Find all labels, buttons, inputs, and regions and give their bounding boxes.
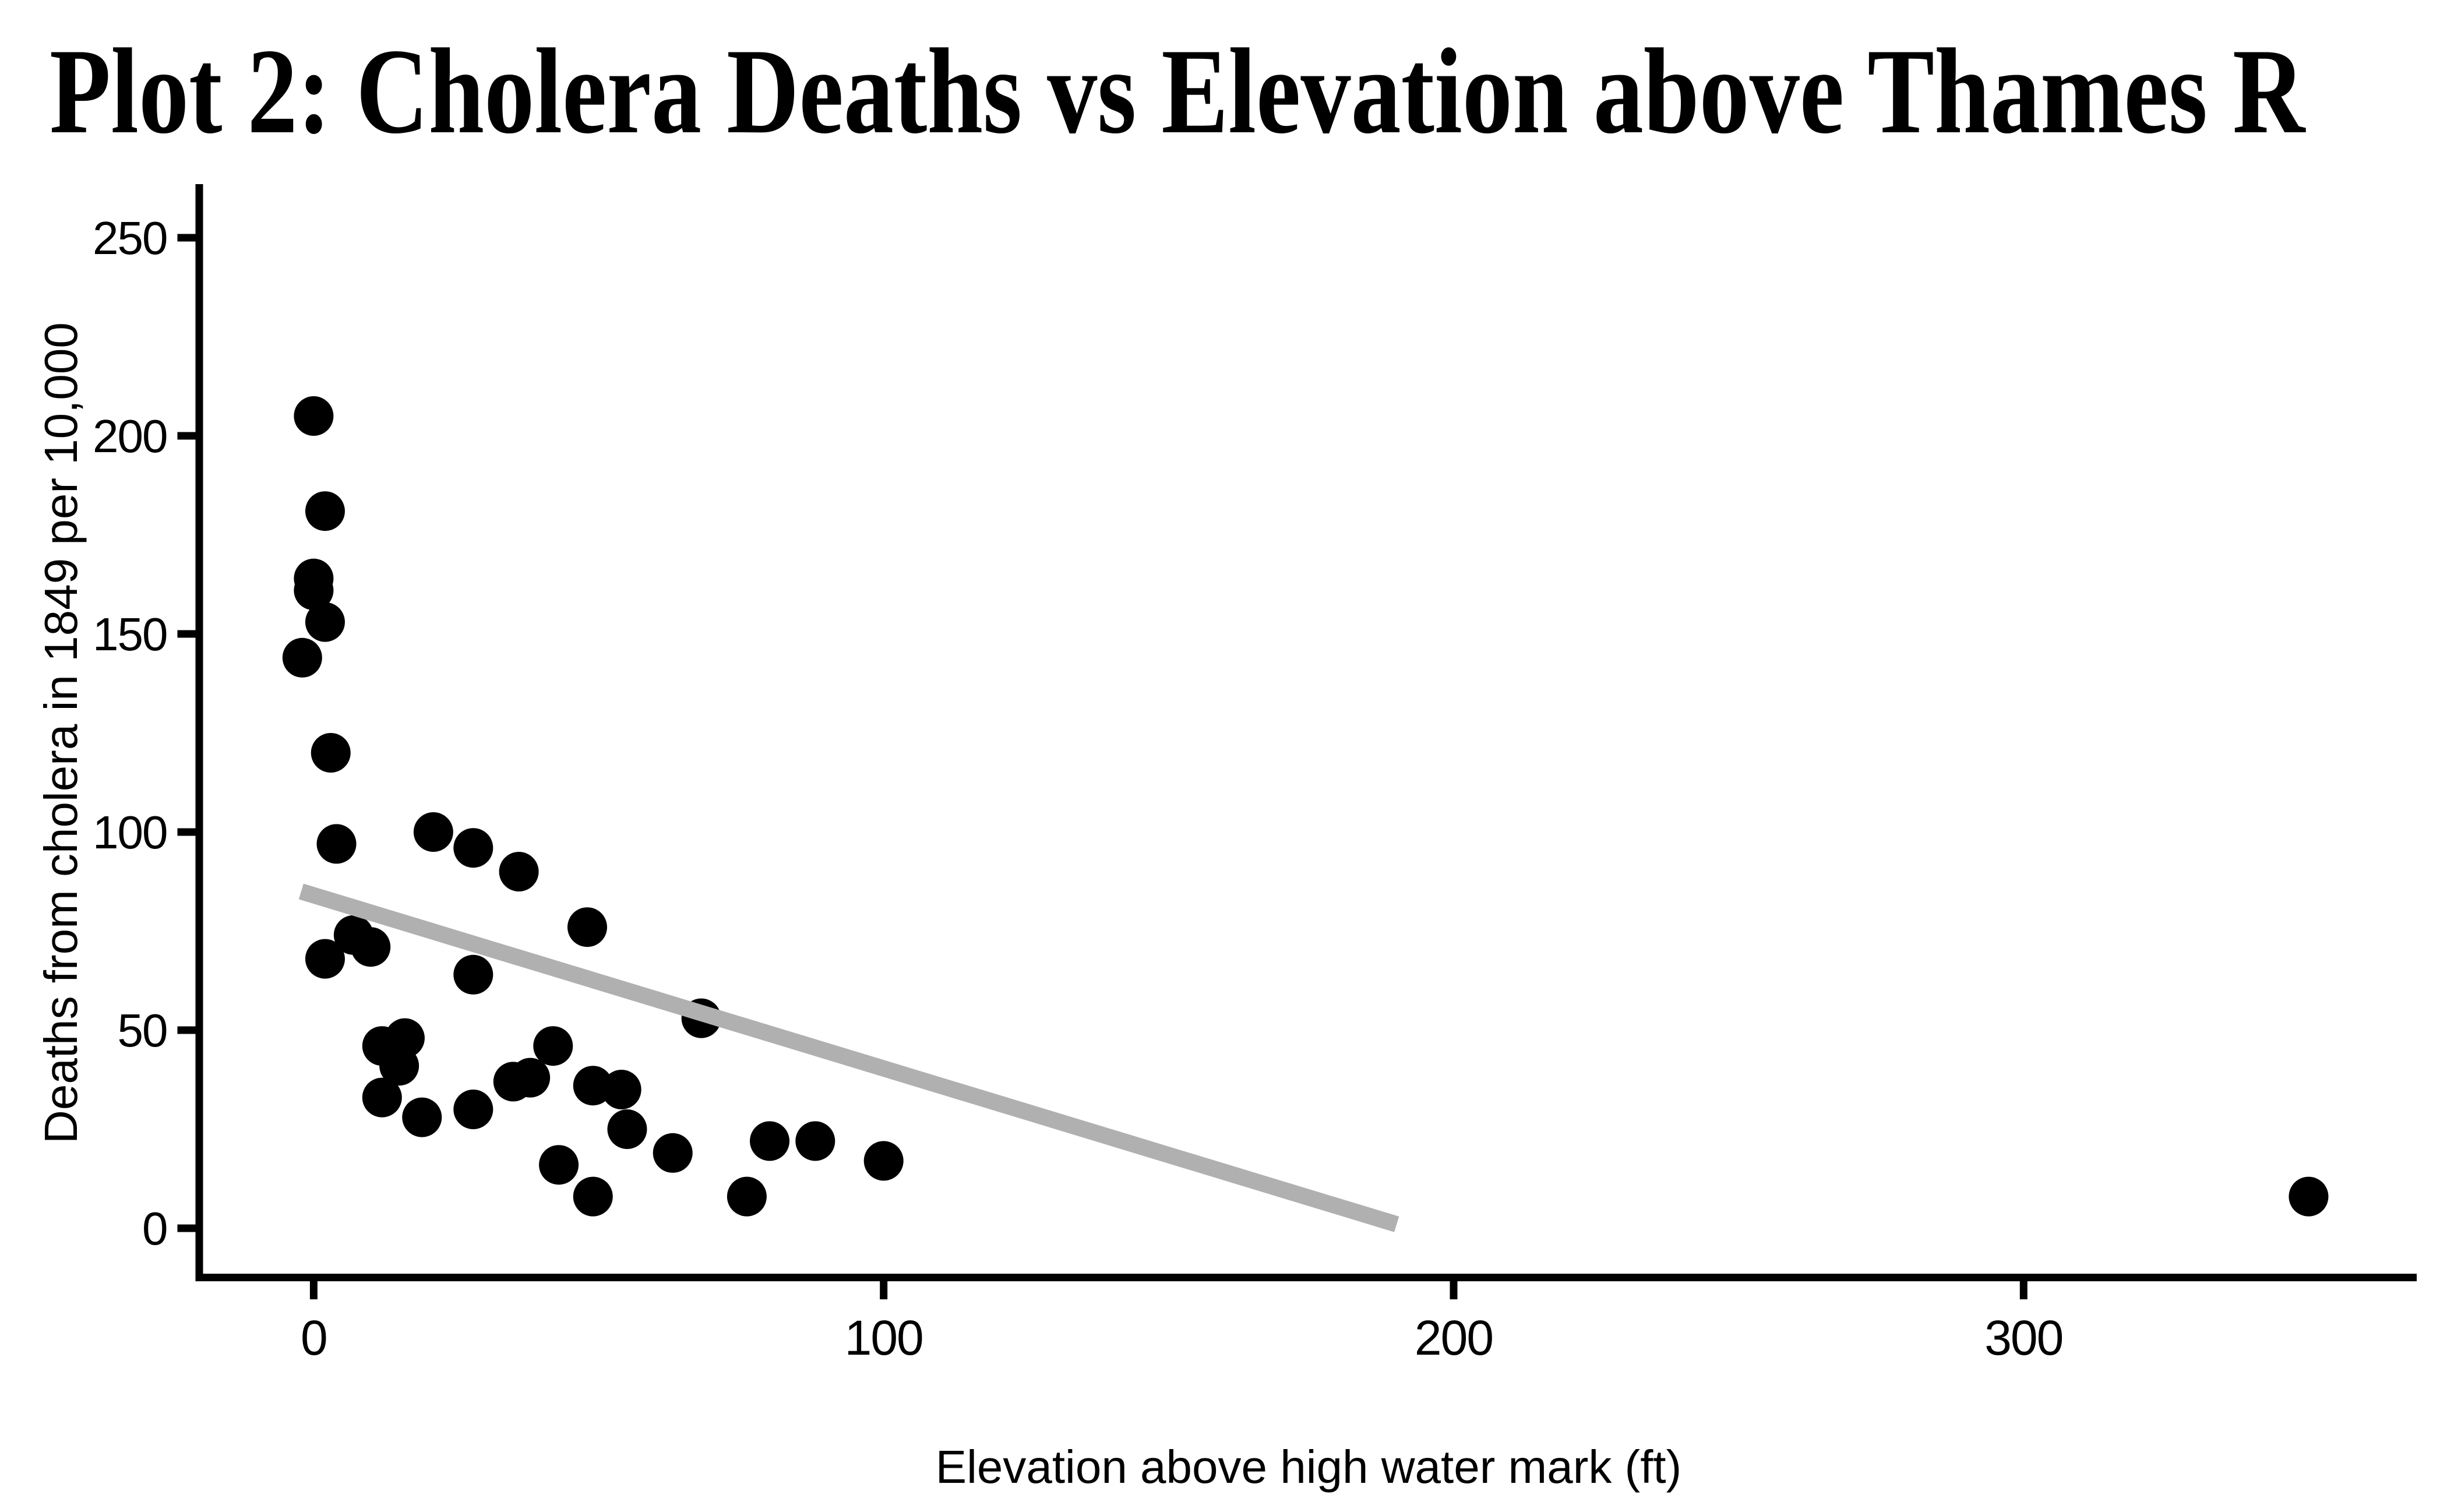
data-point xyxy=(567,907,607,947)
data-point xyxy=(2289,1176,2329,1217)
data-point xyxy=(316,824,357,864)
x-tick-label: 300 xyxy=(1984,1310,2062,1365)
x-tick-label: 0 xyxy=(301,1310,327,1365)
data-point xyxy=(379,1046,419,1086)
data-point xyxy=(539,1145,579,1185)
data-point xyxy=(453,1090,493,1129)
y-tick-label: 150 xyxy=(93,608,167,660)
y-tick-label: 0 xyxy=(142,1203,167,1254)
trend-line xyxy=(298,883,1399,1232)
x-tick-label: 100 xyxy=(845,1310,923,1365)
data-point xyxy=(351,927,391,967)
x-tick-label: 200 xyxy=(1415,1310,1493,1365)
data-point xyxy=(305,602,345,642)
data-point xyxy=(294,570,334,611)
data-point xyxy=(311,733,351,773)
data-point xyxy=(305,491,345,531)
data-point xyxy=(294,396,334,436)
y-tick-label: 100 xyxy=(93,806,167,858)
data-point xyxy=(413,812,453,852)
data-point xyxy=(795,1121,835,1161)
y-tick-label: 50 xyxy=(118,1005,167,1056)
data-point xyxy=(362,1077,402,1118)
data-point xyxy=(863,1141,904,1181)
data-point xyxy=(453,828,493,868)
data-point xyxy=(573,1176,613,1217)
y-axis-title: Deaths from cholera in 1849 per 10,000 xyxy=(35,322,87,1144)
y-tick-label: 250 xyxy=(93,212,167,264)
data-point xyxy=(653,1133,693,1173)
data-point xyxy=(533,1026,573,1066)
data-point xyxy=(453,954,493,995)
data-point xyxy=(727,1176,767,1217)
data-point xyxy=(510,1058,551,1098)
x-axis-title: Elevation above high water mark (ft) xyxy=(935,1441,1682,1493)
data-point xyxy=(305,939,345,979)
y-tick-label: 200 xyxy=(93,410,167,462)
data-point xyxy=(282,637,322,678)
data-point xyxy=(499,852,539,891)
data-point xyxy=(607,1109,647,1149)
data-point xyxy=(601,1070,641,1109)
data-point xyxy=(402,1097,442,1137)
data-point xyxy=(750,1121,790,1161)
plot-title: Plot 2: Cholera Deaths vs Elevation abov… xyxy=(50,24,2305,159)
